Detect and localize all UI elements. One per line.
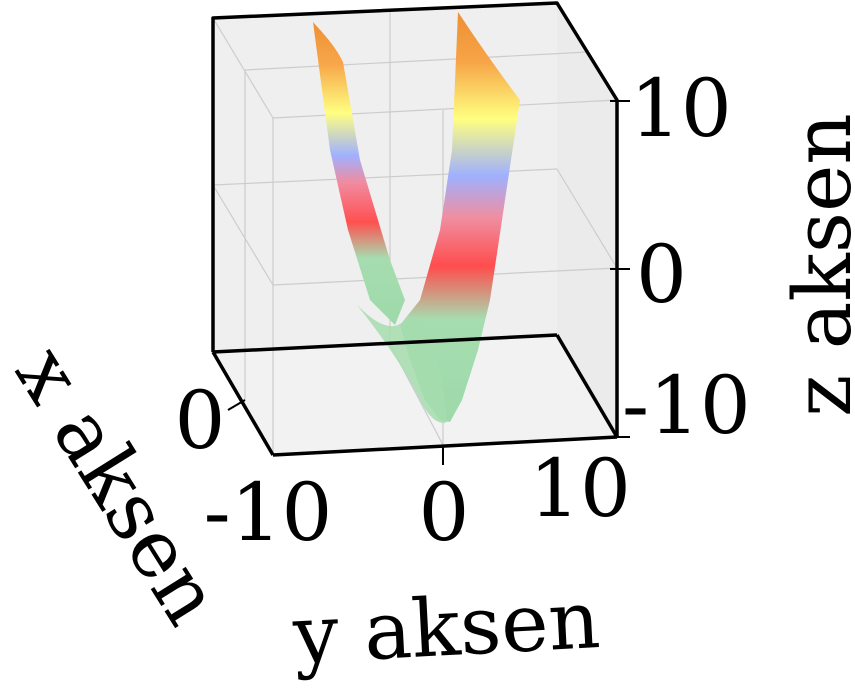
surface-left-arm — [313, 22, 405, 325]
box-edge — [211, 1, 619, 437]
z-axis-label: z aksen — [776, 113, 855, 417]
surface-right-arm — [400, 12, 520, 422]
y-tick-label: 0 — [419, 466, 470, 559]
z-tick-label: 0 — [636, 228, 687, 321]
z-tick-label: 10 — [630, 62, 732, 155]
tick-labels: 0 -10 0 10 10 0 -10 — [175, 62, 751, 559]
box-edge — [272, 435, 618, 457]
surface — [313, 12, 520, 423]
surface-trough — [357, 305, 447, 423]
box-edge — [555, 334, 619, 438]
z-tick-label: -10 — [622, 359, 751, 452]
tick-marks — [227, 100, 630, 465]
grid-line — [212, 17, 274, 119]
y-tick-label: -10 — [204, 466, 333, 559]
grid-line — [212, 184, 274, 286]
y-axis-label: y aksen — [290, 573, 602, 682]
grid-line — [556, 168, 618, 269]
grid-line — [244, 51, 589, 71]
box-edge — [212, 333, 558, 354]
right-wall — [557, 3, 617, 437]
floor — [213, 335, 617, 455]
box-edge — [211, 351, 275, 456]
x-tick-label: 0 — [175, 374, 226, 467]
tick-mark — [227, 399, 246, 411]
box-edges — [211, 1, 619, 457]
y-tick-label: 10 — [529, 442, 631, 535]
